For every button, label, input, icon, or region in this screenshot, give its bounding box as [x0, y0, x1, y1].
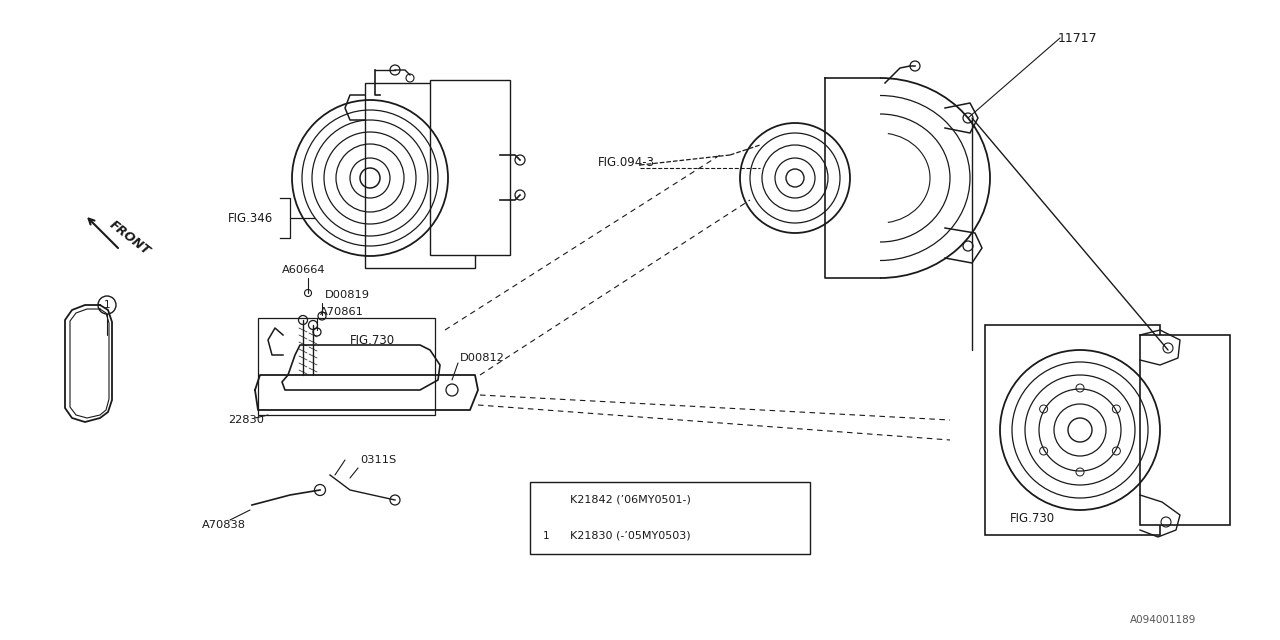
Text: A60664: A60664 — [282, 265, 325, 275]
Polygon shape — [282, 345, 440, 390]
Bar — [530, 482, 810, 554]
Text: FRONT: FRONT — [108, 218, 152, 258]
Text: FIG.094-3: FIG.094-3 — [598, 157, 655, 170]
Text: 22830: 22830 — [228, 415, 264, 425]
Text: A094001189: A094001189 — [1130, 615, 1197, 625]
Bar — [1140, 335, 1230, 525]
Text: 1: 1 — [543, 531, 549, 541]
Text: D00812: D00812 — [460, 353, 504, 363]
Text: 11717: 11717 — [1059, 31, 1098, 45]
Text: D00819: D00819 — [325, 290, 370, 300]
Bar — [365, 83, 475, 268]
Text: K21842 (’06MY0501-): K21842 (’06MY0501-) — [570, 495, 691, 505]
Text: A70861: A70861 — [320, 307, 364, 317]
Bar — [986, 325, 1160, 535]
Polygon shape — [255, 375, 477, 410]
Text: K21830 (-’05MY0503): K21830 (-’05MY0503) — [570, 531, 691, 541]
Text: FIG.730: FIG.730 — [1010, 511, 1055, 525]
Text: FIG.730: FIG.730 — [349, 333, 396, 346]
Text: A70838: A70838 — [202, 520, 246, 530]
Bar — [259, 318, 435, 415]
Text: FIG.346: FIG.346 — [228, 211, 273, 225]
Text: 0311S: 0311S — [360, 455, 397, 465]
Text: 1: 1 — [104, 300, 110, 310]
Bar — [430, 80, 509, 255]
